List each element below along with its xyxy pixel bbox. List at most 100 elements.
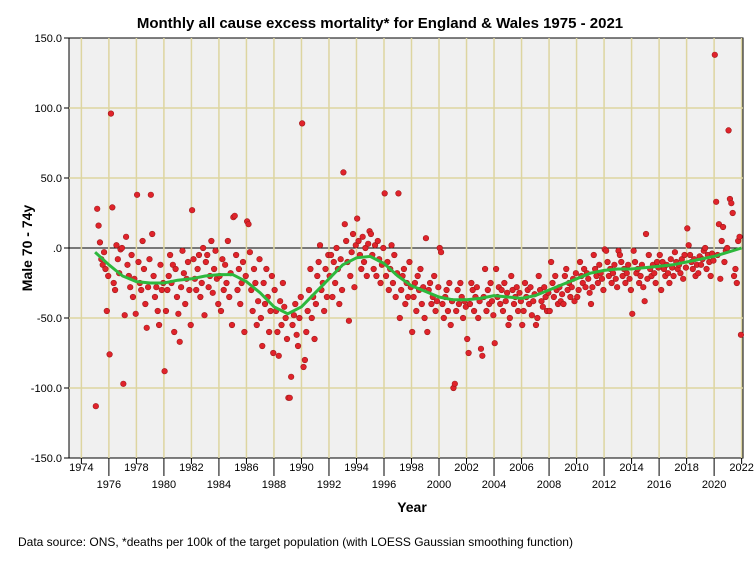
x-tick-label: 2018 (674, 462, 698, 474)
data-point (124, 261, 131, 268)
data-point (575, 286, 582, 294)
data-point (140, 265, 148, 273)
data-point (275, 352, 282, 359)
data-point (197, 293, 204, 301)
data-point (363, 272, 370, 280)
data-point (189, 207, 196, 214)
data-point (96, 239, 104, 246)
data-point (548, 258, 555, 266)
data-point (713, 198, 720, 205)
data-point (322, 265, 329, 273)
data-point (200, 244, 207, 252)
data-point (629, 310, 636, 317)
data-point (307, 265, 314, 273)
data-point (498, 286, 505, 294)
data-point (223, 279, 230, 287)
data-point (184, 258, 192, 266)
data-point (582, 284, 589, 291)
data-point (451, 380, 458, 387)
data-point (587, 300, 595, 308)
data-point (539, 303, 546, 310)
data-point (246, 249, 253, 256)
data-point (259, 342, 266, 350)
x-tick-label: 2016 (647, 479, 671, 491)
data-point (491, 340, 498, 347)
data-point (300, 363, 307, 371)
data-point (294, 342, 302, 350)
data-point (172, 265, 179, 273)
data-point (453, 307, 460, 315)
data-point (359, 233, 366, 240)
data-point (330, 258, 337, 266)
data-point (211, 265, 218, 273)
data-point (198, 279, 205, 287)
data-point (684, 225, 691, 232)
data-point (151, 293, 159, 301)
data-point (215, 300, 222, 308)
data-point (253, 321, 260, 329)
data-point (395, 190, 402, 197)
data-point (118, 244, 126, 252)
data-point (504, 289, 511, 296)
data-point (501, 279, 508, 287)
data-point (237, 300, 244, 308)
data-point (311, 335, 318, 343)
data-point (290, 312, 297, 319)
data-point (627, 286, 634, 294)
x-tick-label: 1984 (207, 479, 231, 491)
data-point (447, 321, 454, 329)
data-point (630, 247, 637, 254)
y-tick-label: -100.0 (31, 383, 62, 395)
data-point (139, 237, 146, 245)
data-point (428, 300, 435, 308)
data-point (202, 258, 209, 266)
data-point (473, 284, 480, 291)
data-point (484, 286, 491, 294)
data-point (685, 242, 692, 249)
y-tick-label: .0 (53, 243, 62, 255)
data-point (391, 251, 398, 259)
data-point (590, 251, 597, 259)
data-point (340, 169, 347, 176)
data-point (381, 190, 388, 197)
data-point (422, 235, 430, 242)
data-point (603, 247, 610, 254)
data-point (652, 279, 659, 287)
data-point (146, 256, 153, 263)
data-point (418, 300, 425, 308)
data-point (719, 223, 727, 231)
data-point (589, 284, 596, 291)
data-point (455, 300, 463, 308)
data-point (642, 230, 650, 238)
data-point (122, 233, 130, 240)
data-point (281, 303, 288, 310)
data-point (681, 251, 688, 259)
data-point (92, 403, 99, 410)
data-point (100, 249, 108, 256)
data-point (283, 335, 291, 343)
data-point (677, 270, 684, 277)
data-point (260, 279, 267, 287)
data-point (641, 298, 648, 305)
x-tick-label: 2004 (482, 479, 506, 491)
data-point (190, 256, 197, 263)
data-point (502, 298, 509, 305)
data-point (242, 272, 249, 280)
data-point (235, 265, 242, 273)
data-point (560, 300, 567, 308)
data-point (470, 307, 478, 315)
data-point (521, 279, 529, 287)
data-point (637, 272, 644, 280)
x-tick-label: 1974 (69, 462, 93, 474)
data-point (256, 256, 263, 263)
data-point (388, 242, 395, 249)
data-point (143, 324, 150, 331)
data-point (446, 279, 453, 287)
data-point (574, 293, 581, 301)
data-point (459, 314, 467, 322)
data-point (338, 286, 346, 294)
data-point (270, 349, 277, 357)
data-point (278, 321, 285, 329)
data-point (732, 265, 739, 273)
